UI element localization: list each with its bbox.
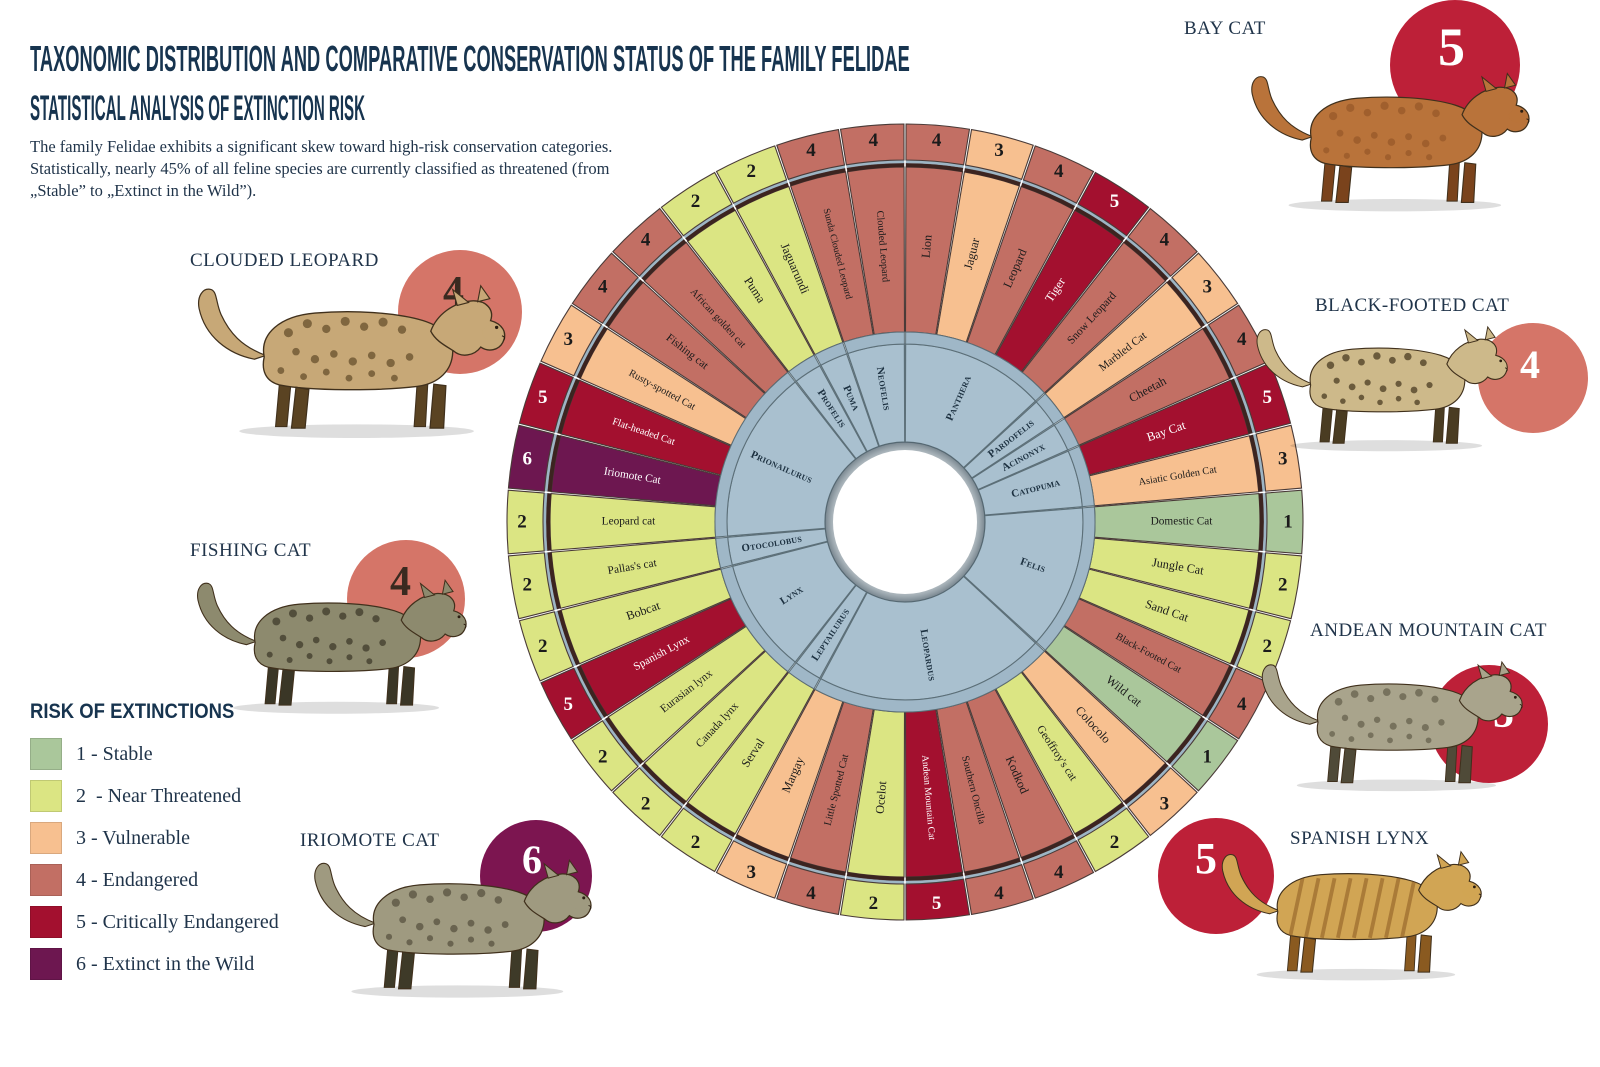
svg-text:4: 4 [869,130,879,151]
svg-text:4: 4 [806,140,816,161]
svg-text:4: 4 [641,230,651,251]
svg-text:5: 5 [563,694,573,715]
svg-text:2: 2 [691,832,701,853]
svg-text:5: 5 [538,387,548,408]
svg-text:2: 2 [641,793,651,814]
svg-text:2: 2 [517,512,527,533]
svg-text:Lion: Lion [919,234,935,258]
svg-text:1: 1 [1283,512,1293,533]
svg-text:4: 4 [806,883,816,904]
svg-text:4: 4 [1054,161,1064,182]
svg-text:Ocelot: Ocelot [873,780,890,814]
svg-text:5: 5 [932,893,942,914]
svg-text:2: 2 [1278,575,1288,596]
svg-text:3: 3 [746,862,756,883]
svg-text:6: 6 [522,449,532,470]
svg-text:4: 4 [1054,862,1064,883]
svg-text:2: 2 [598,747,608,768]
svg-text:4: 4 [932,130,942,151]
svg-text:2: 2 [522,575,532,596]
svg-text:3: 3 [994,140,1004,161]
svg-text:2: 2 [746,161,756,182]
svg-text:1: 1 [1202,747,1212,768]
svg-text:Leopard cat: Leopard cat [602,516,656,528]
svg-text:2: 2 [538,636,548,657]
svg-text:3: 3 [1202,276,1212,297]
svg-text:2: 2 [1110,832,1120,853]
svg-text:4: 4 [1237,694,1247,715]
svg-text:2: 2 [691,191,701,212]
svg-text:3: 3 [1160,793,1170,814]
svg-text:4: 4 [1237,329,1247,350]
svg-text:3: 3 [563,329,573,350]
svg-text:4: 4 [598,276,608,297]
svg-text:2: 2 [869,893,879,914]
svg-text:4: 4 [1160,230,1170,251]
svg-text:4: 4 [994,883,1004,904]
svg-text:Domestic Cat: Domestic Cat [1151,516,1214,528]
svg-text:5: 5 [1110,191,1120,212]
